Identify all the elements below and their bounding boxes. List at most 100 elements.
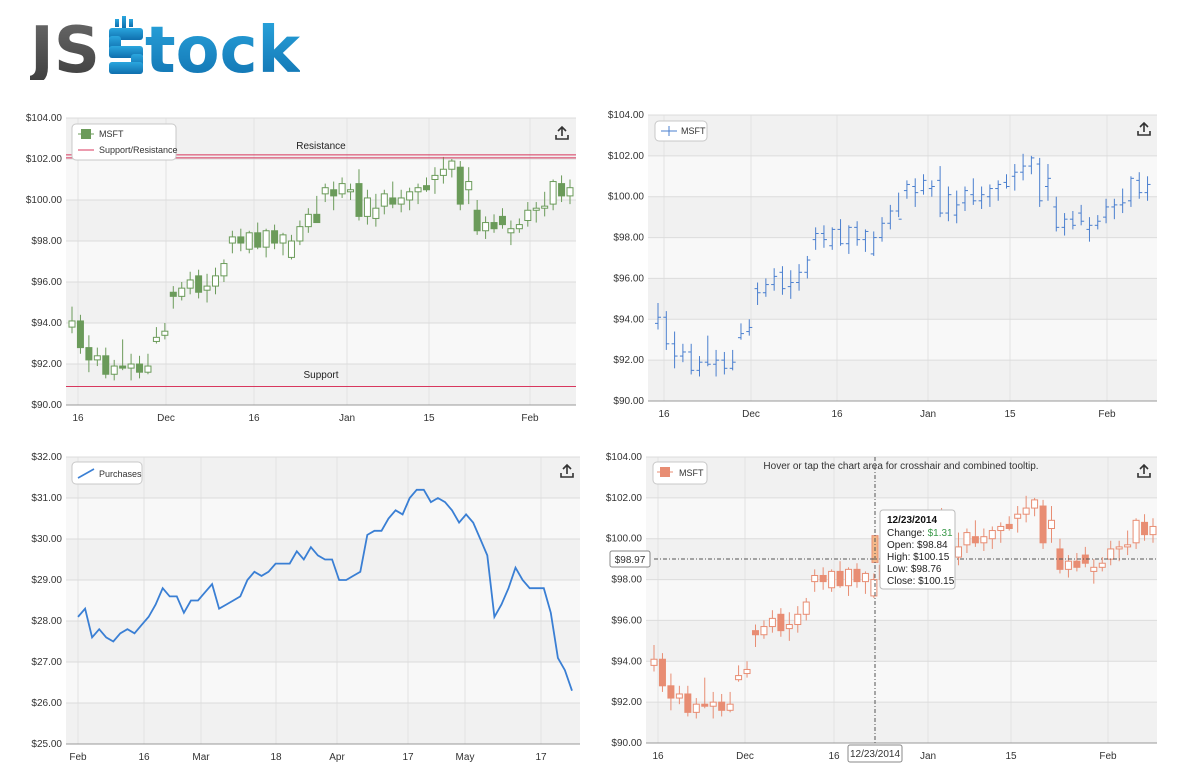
candle-body [988, 530, 996, 540]
plot-band [66, 457, 580, 498]
x-tick-label: Mar [192, 752, 210, 763]
candle-body [245, 232, 253, 250]
candle-body [271, 230, 279, 244]
candle-body [954, 546, 962, 558]
candle-body [861, 572, 869, 583]
candle-body [279, 234, 287, 244]
y-tick-label: $100.00 [606, 534, 643, 545]
x-tick-label: 16 [828, 751, 840, 762]
y-tick-label: $100.00 [608, 192, 645, 203]
candle-body [743, 668, 751, 675]
y-tick-label: $96.00 [613, 273, 644, 284]
candle-body [211, 275, 219, 287]
candle-body [675, 693, 683, 699]
x-tick-label: Feb [521, 413, 539, 424]
candle-body [68, 320, 76, 328]
candle-body [658, 658, 666, 687]
plot-band [66, 662, 580, 703]
export-icon[interactable] [1137, 463, 1151, 478]
candle-body [262, 230, 270, 248]
candle-body [549, 181, 557, 205]
p1-legend: MSFT Support/Resistance [71, 123, 178, 161]
candle-body [558, 183, 566, 197]
candle-body [515, 224, 523, 230]
x-tick-label: 15 [423, 413, 435, 424]
x-tick-label: Dec [736, 751, 754, 762]
jsstock-logo: JS tock [30, 14, 300, 80]
candle-body [228, 236, 236, 244]
candle-body [119, 365, 127, 369]
x-tick-label: 17 [535, 752, 547, 763]
candle-body [1005, 523, 1013, 530]
candle-body [971, 536, 979, 544]
y-tick-label: $94.00 [611, 656, 642, 667]
plot-band [66, 323, 576, 364]
candle-body [997, 525, 1005, 532]
candle-body [785, 624, 793, 630]
purchases-line [77, 488, 573, 691]
candle-body [1132, 519, 1140, 544]
candle-body [751, 630, 759, 636]
export-icon[interactable] [1137, 121, 1151, 136]
candle-body [1039, 505, 1047, 544]
candle-body [836, 570, 844, 587]
x-tick-label: 18 [270, 752, 282, 763]
candle-body [566, 187, 574, 197]
candle-body [963, 532, 971, 546]
y-tick-label: $90.00 [613, 396, 644, 407]
plot-band [648, 115, 1157, 156]
candle-body [735, 675, 743, 681]
y-tick-label: $96.00 [31, 277, 62, 288]
y-tick-label: $98.00 [31, 236, 62, 247]
x-tick-label: May [456, 752, 475, 763]
p1-plot: $90.00 $92.00 $94.00 $96.00 $98.00 $100.00 $10… [26, 113, 576, 424]
plot-band [66, 703, 580, 744]
candle-body [406, 191, 414, 201]
candle-body [380, 193, 388, 207]
candle-body [870, 579, 878, 597]
candle-body [1073, 560, 1081, 568]
export-icon[interactable] [560, 463, 574, 478]
candle-body [338, 183, 346, 195]
plot-band [646, 661, 1157, 703]
y-tick-label: $98.00 [611, 575, 642, 586]
candle-body [127, 363, 135, 369]
candle-body [347, 189, 355, 193]
y-tick-label: $104.00 [608, 110, 645, 121]
plot-band [646, 620, 1157, 662]
candle-body [296, 226, 304, 242]
candle-body [853, 568, 861, 583]
candle-body [389, 197, 397, 205]
plot-band [66, 200, 576, 241]
candle-body [490, 222, 498, 230]
legend-sr-label: Support/Resistance [99, 145, 178, 155]
x-tick-label: 16 [138, 752, 150, 763]
y-tick-label: $27.00 [31, 657, 62, 668]
crosshair-y-label: $98.97 [615, 555, 646, 566]
crosshair-x-label: 12/23/2014 [850, 749, 900, 760]
plot-band [66, 621, 580, 662]
resistance-label: Resistance [296, 141, 346, 152]
candle-body [1048, 519, 1056, 529]
y-tick-label: $25.00 [31, 739, 62, 750]
candle-body [692, 703, 700, 713]
y-tick-label: $104.00 [606, 452, 643, 463]
candle-body [524, 209, 532, 221]
y-tick-label: $102.00 [26, 154, 63, 165]
candle-body [203, 285, 211, 291]
candle-body [195, 275, 203, 293]
candle-body [777, 613, 785, 632]
x-tick-label: 15 [1004, 409, 1016, 420]
candle-body [1090, 566, 1098, 572]
p2-plot: $90.00 $92.00 $94.00 $96.00 $98.00 $100.00 $10… [608, 110, 1157, 420]
y-tick-label: $104.00 [26, 113, 63, 124]
candle-body [465, 181, 473, 191]
x-tick-label: Jan [920, 751, 936, 762]
candle-body [456, 166, 464, 205]
export-icon[interactable] [555, 125, 569, 140]
candle-body [507, 228, 515, 234]
